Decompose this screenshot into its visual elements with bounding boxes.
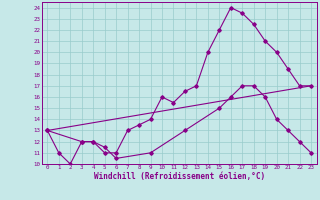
X-axis label: Windchill (Refroidissement éolien,°C): Windchill (Refroidissement éolien,°C) bbox=[94, 172, 265, 181]
